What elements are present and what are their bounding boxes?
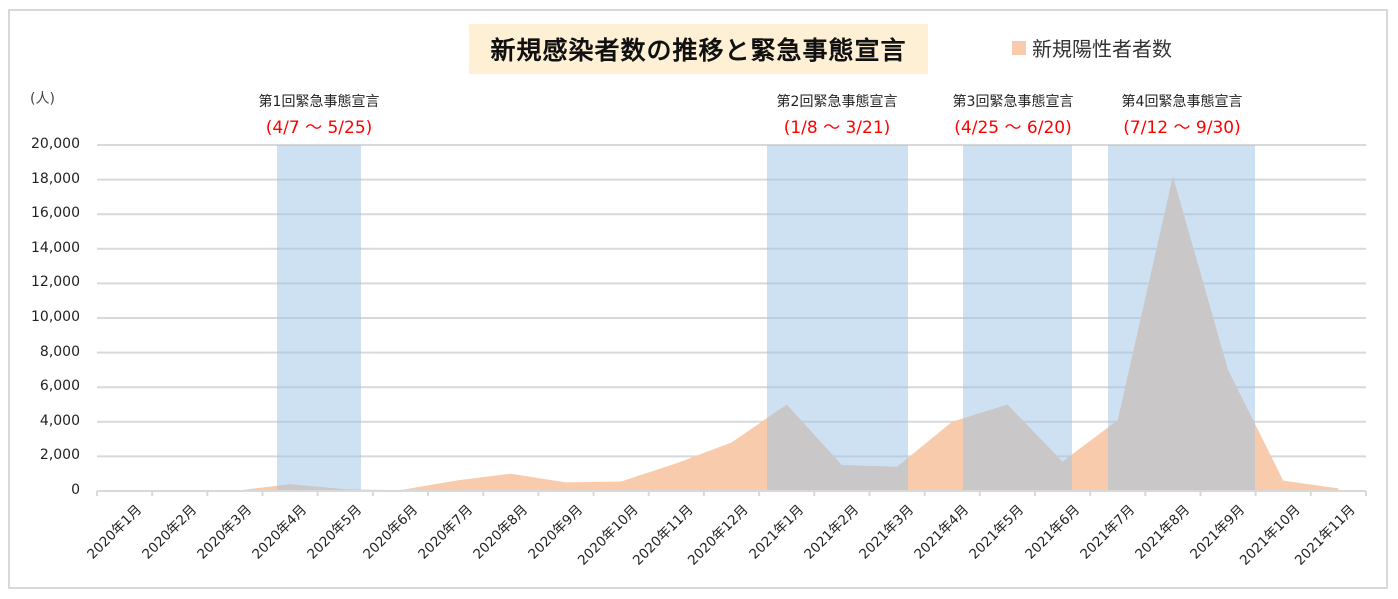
annotation-name: 第4回緊急事態宣言 (1121, 94, 1243, 110)
y-tick-label: 6,000 (39, 378, 80, 395)
emergency-annotation: 第2回緊急事態宣言 (1/8 〜 3/21) (737, 91, 937, 138)
emergency-annotation: 第3回緊急事態宣言 (4/25 〜 6/20) (913, 91, 1113, 138)
y-tick-label: 10,000 (31, 309, 80, 325)
y-tick-label: 8,000 (39, 343, 80, 360)
chart-title: 新規感染者数の推移と緊急事態宣言 (469, 24, 928, 74)
y-tick-label: 2,000 (39, 447, 80, 464)
y-tick-label: 14,000 (31, 239, 80, 256)
emergency-annotation: 第4回緊急事態宣言 (7/12 〜 9/30) (1082, 91, 1282, 138)
emergency-band (963, 145, 1072, 491)
y-tick-label: 20,000 (31, 136, 80, 152)
y-tick-label: 4,000 (39, 412, 80, 429)
annotation-dates: (1/8 〜 3/21) (783, 118, 891, 138)
annotation-name: 第2回緊急事態宣言 (776, 94, 898, 110)
legend-label: 新規陽性者者数 (1032, 37, 1172, 61)
annotation-dates: (4/7 〜 5/25) (265, 118, 373, 138)
annotation-dates: (4/25 〜 6/20) (954, 118, 1072, 138)
y-tick-label: 0 (71, 482, 80, 498)
emergency-band (767, 145, 908, 491)
y-tick-label: 16,000 (31, 205, 80, 222)
annotation-name: 第1回緊急事態宣言 (258, 94, 380, 110)
y-tick-label: 18,000 (31, 170, 80, 187)
legend-swatch-icon (1012, 40, 1026, 55)
y-axis-unit: (人) (30, 91, 55, 107)
annotation-dates: (7/12 〜 9/30) (1123, 118, 1241, 138)
emergency-band (1108, 145, 1255, 491)
annotation-name: 第3回緊急事態宣言 (952, 94, 1074, 110)
y-tick-label: 12,000 (31, 274, 80, 291)
emergency-annotation: 第1回緊急事態宣言 (4/7 〜 5/25) (219, 91, 419, 138)
legend: 新規陽性者者数 (1012, 33, 1172, 62)
emergency-band (277, 145, 361, 491)
